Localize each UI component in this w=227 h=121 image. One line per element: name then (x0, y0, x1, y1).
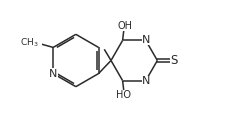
Text: CH$_3$: CH$_3$ (20, 37, 38, 49)
Text: N: N (142, 76, 150, 86)
Text: N: N (142, 35, 150, 45)
Text: S: S (170, 54, 177, 67)
Text: N: N (49, 69, 57, 79)
Text: HO: HO (115, 90, 130, 100)
Text: OH: OH (117, 21, 132, 31)
